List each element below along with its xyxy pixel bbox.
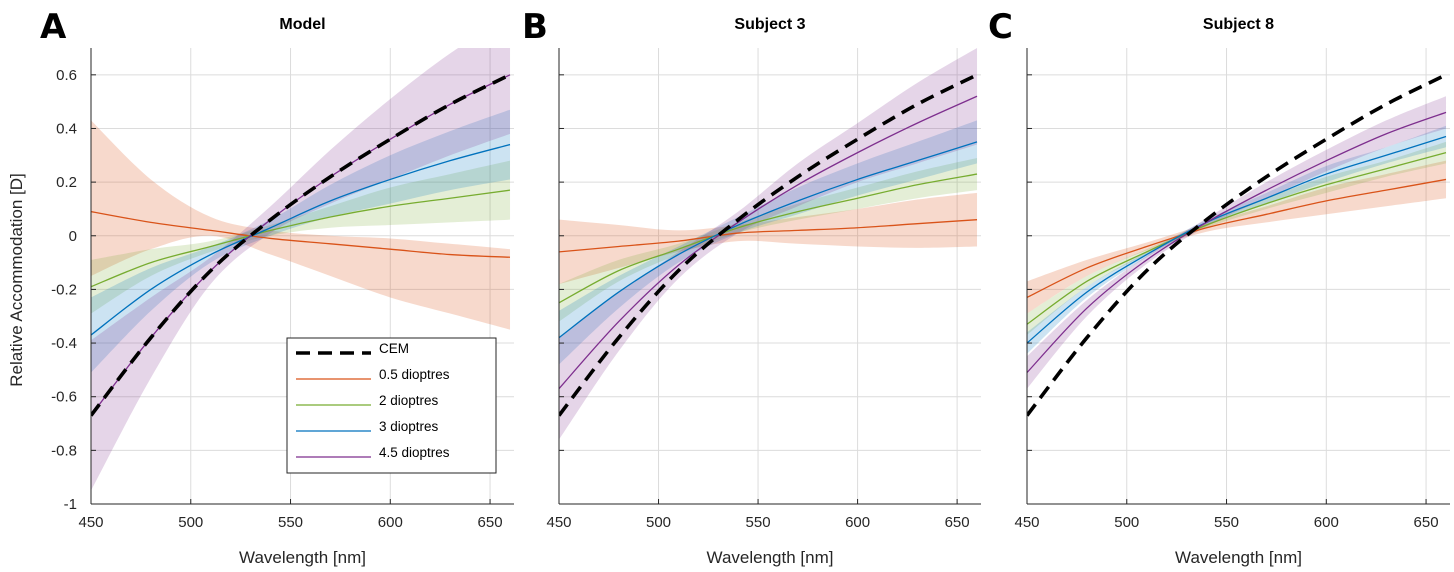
plot-area [559, 48, 978, 440]
grid [1026, 48, 1450, 505]
y-tick-label: -0.6 [51, 389, 77, 406]
band-4-5-dioptres [559, 48, 978, 440]
series-line-3-dioptres [1027, 135, 1447, 344]
x-tick-label: 550 [746, 514, 771, 531]
series-line-4-5-dioptres [1027, 111, 1447, 374]
panel-c: 450 500 550 600 650 Wavelength [nm] Subject 8 C [988, 7, 1450, 567]
y-tick-label: -0.8 [51, 442, 77, 459]
x-tick-label: 550 [1214, 514, 1239, 531]
band-3-dioptres [1027, 125, 1447, 354]
band-0-5-dioptres [1027, 160, 1447, 314]
x-tick-label: 500 [646, 514, 671, 531]
band-2-dioptres [91, 160, 511, 314]
y-tick-label: 0.4 [56, 120, 77, 137]
panel-title: Subject 8 [1203, 16, 1274, 33]
x-tick-label: 650 [945, 514, 970, 531]
series-line-0-5-dioptres [559, 219, 978, 253]
band-3-dioptres [91, 109, 511, 373]
panel-title: Subject 3 [734, 16, 805, 33]
x-tick-label: 550 [278, 514, 303, 531]
series-line-cem [1027, 73, 1447, 417]
band-0-5-dioptres [91, 120, 511, 330]
panel-letter: A [40, 7, 67, 47]
legend-label: 0.5 dioptres [379, 367, 450, 382]
x-axis-label: Wavelength [nm] [1175, 548, 1302, 567]
series-line-0-5-dioptres [91, 210, 511, 258]
y-tick-label: 0.6 [56, 67, 77, 84]
x-axis-label: Wavelength [nm] [707, 548, 834, 567]
legend: CEM 0.5 dioptres 2 dioptres 3 dioptres 4.5 d… [286, 337, 497, 474]
legend-label: 2 dioptres [379, 393, 439, 408]
series-line-3-dioptres [91, 143, 511, 336]
series-line-4-5-dioptres [559, 95, 978, 390]
series-line-2-dioptres [1027, 151, 1447, 325]
legend-label: CEM [379, 341, 409, 356]
x-tick-label: 450 [78, 514, 103, 531]
series-line-cem [91, 73, 511, 417]
series-line-cem [559, 73, 978, 417]
panel-title: Model [279, 16, 325, 33]
y-tick-label: -1 [64, 496, 77, 513]
band-4-5-dioptres [1027, 96, 1447, 389]
x-tick-label: 600 [378, 514, 403, 531]
panel-b: 450 500 550 600 650 Wavelength [nm] Subject 3 B [522, 7, 981, 567]
panel-letter: B [522, 7, 548, 47]
series-line-2-dioptres [91, 189, 511, 288]
panel-letter: C [988, 7, 1013, 47]
x-tick-label: 650 [1414, 514, 1439, 531]
y-tick-label: -0.2 [51, 281, 77, 298]
band-3-dioptres [559, 120, 978, 365]
x-tick-label: 600 [845, 514, 870, 531]
band-2-dioptres [559, 157, 978, 322]
band-2-dioptres [1027, 141, 1447, 336]
series-line-3-dioptres [559, 141, 978, 339]
x-tick-label: 500 [1114, 514, 1139, 531]
x-axis-label: Wavelength [nm] [239, 548, 366, 567]
y-tick-label: -0.4 [51, 335, 77, 352]
x-tick-label: 450 [1014, 514, 1039, 531]
panel-a: 450 500 550 600 650 -1 -0.8 -0.6 -0.4 -0.2 0 0.2 0.4… [7, 7, 514, 567]
x-tick-label: 600 [1314, 514, 1339, 531]
legend-label: 3 dioptres [379, 419, 439, 434]
x-tick-label: 450 [546, 514, 571, 531]
y-tick-label: 0 [69, 228, 77, 245]
y-tick-label: 0.2 [56, 174, 77, 191]
series-line-0-5-dioptres [1027, 178, 1447, 299]
band-4-5-dioptres [91, 48, 511, 491]
legend-label: 4.5 dioptres [379, 445, 450, 460]
x-tick-label: 500 [178, 514, 203, 531]
y-axis-label: Relative Accommodation [D] [7, 173, 26, 387]
band-0-5-dioptres [559, 192, 978, 285]
series-line-2-dioptres [559, 173, 978, 304]
plot-area [91, 48, 511, 491]
x-tick-label: 650 [478, 514, 503, 531]
plot-area [1027, 73, 1447, 417]
